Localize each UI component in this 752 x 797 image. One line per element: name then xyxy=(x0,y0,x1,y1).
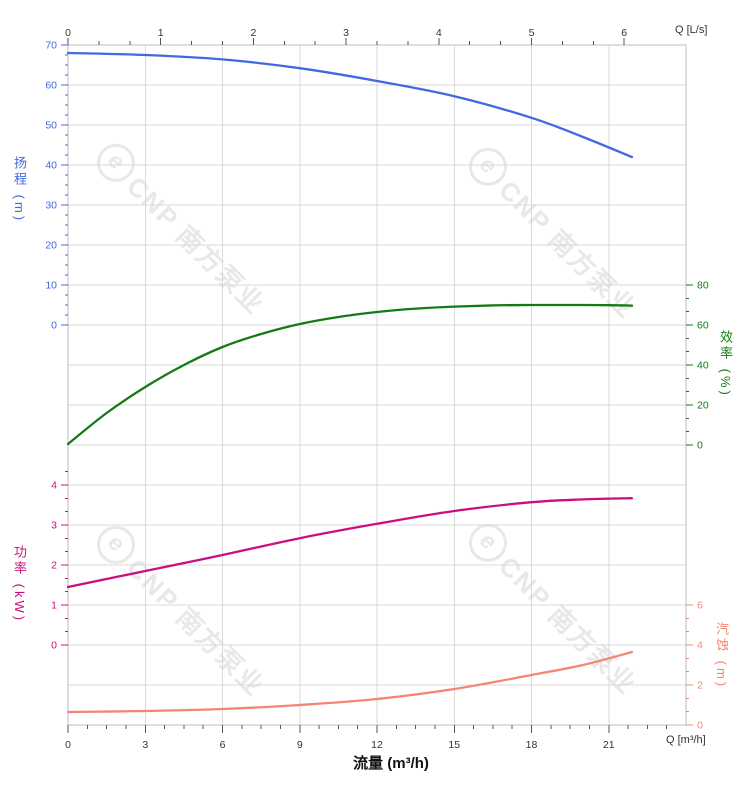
svg-text:15: 15 xyxy=(448,739,460,751)
eff-axis xyxy=(686,284,693,446)
svg-text:0: 0 xyxy=(51,640,57,652)
svg-text:4: 4 xyxy=(436,27,442,39)
svg-text:1: 1 xyxy=(51,600,57,612)
svg-text:12: 12 xyxy=(371,739,383,751)
svg-text:2: 2 xyxy=(51,560,57,572)
svg-text:1: 1 xyxy=(158,27,164,39)
svg-text:4: 4 xyxy=(51,480,57,492)
svg-text:20: 20 xyxy=(697,400,709,412)
svg-text:20: 20 xyxy=(45,240,57,252)
npsh-axis-labels: 6 4 2 0 xyxy=(697,600,703,732)
power-axis xyxy=(61,471,68,646)
svg-text:3: 3 xyxy=(142,739,148,751)
svg-text:6: 6 xyxy=(697,600,703,612)
bottom-axis-unit-label: Q [m³/h] xyxy=(666,734,706,746)
svg-text:40: 40 xyxy=(45,160,57,172)
head-curve xyxy=(66,51,634,159)
svg-text:2: 2 xyxy=(250,27,256,39)
svg-text:6: 6 xyxy=(220,739,226,751)
npsh-curve xyxy=(66,650,634,714)
gridlines xyxy=(68,45,686,725)
svg-text:4: 4 xyxy=(697,640,703,652)
svg-text:60: 60 xyxy=(697,320,709,332)
svg-text:3: 3 xyxy=(343,27,349,39)
top-axis xyxy=(67,38,625,45)
npsh-axis-title: 汽蚀 (m) xyxy=(714,622,729,690)
efficiency-axis-title: 效率 (%) xyxy=(718,330,733,398)
power-curve xyxy=(66,497,634,589)
eff-axis-labels: 80 60 40 20 0 xyxy=(697,280,709,452)
power-axis-title: 功率 (kW) xyxy=(12,545,27,624)
svg-text:40: 40 xyxy=(697,360,709,372)
svg-text:5: 5 xyxy=(529,27,535,39)
svg-text:60: 60 xyxy=(45,80,57,92)
power-axis-labels: 4 3 2 1 0 xyxy=(51,480,57,652)
bottom-axis-labels: 0 3 6 9 12 15 18 21 xyxy=(65,739,615,751)
efficiency-curve xyxy=(66,303,634,446)
head-axis xyxy=(61,44,68,326)
svg-text:80: 80 xyxy=(697,280,709,292)
svg-text:3: 3 xyxy=(51,520,57,532)
svg-text:0: 0 xyxy=(65,27,71,39)
top-axis-unit-label: Q [L/s] xyxy=(675,24,708,36)
svg-text:0: 0 xyxy=(51,320,57,332)
svg-text:6: 6 xyxy=(621,27,627,39)
top-axis-labels: 0 1 2 3 4 5 6 xyxy=(65,27,627,39)
svg-text:21: 21 xyxy=(603,739,615,751)
svg-text:30: 30 xyxy=(45,200,57,212)
svg-text:9: 9 xyxy=(297,739,303,751)
flow-axis-title: 流量 (m³/h) xyxy=(353,755,429,772)
svg-text:0: 0 xyxy=(697,440,703,452)
svg-text:10: 10 xyxy=(45,280,57,292)
svg-text:50: 50 xyxy=(45,120,57,132)
npsh-axis xyxy=(686,604,693,726)
bottom-axis xyxy=(67,725,668,733)
head-axis-labels: 70 60 50 40 30 20 10 0 xyxy=(45,40,57,332)
head-axis-title: 扬程 (m) xyxy=(12,156,27,224)
svg-text:2: 2 xyxy=(697,680,703,692)
svg-text:18: 18 xyxy=(526,739,538,751)
svg-text:0: 0 xyxy=(697,720,703,732)
svg-text:70: 70 xyxy=(45,40,57,52)
svg-text:0: 0 xyxy=(65,739,71,751)
